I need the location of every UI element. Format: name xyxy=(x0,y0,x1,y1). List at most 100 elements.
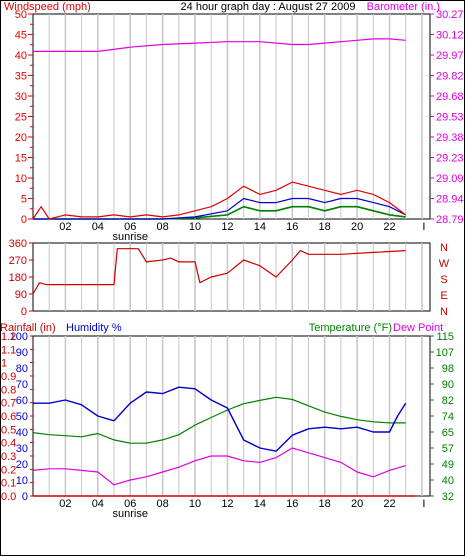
temp-y-tick: 90 xyxy=(442,379,454,391)
rain-y-tick: 1 xyxy=(1,358,7,370)
wind-y-tick: 15 xyxy=(15,153,27,165)
wind-y-tick: 20 xyxy=(15,132,27,144)
humidity-y-tick: 100 xyxy=(10,331,28,343)
wind-direction-line xyxy=(32,248,406,295)
wind-y-tick: 25 xyxy=(15,112,27,124)
direction-y-tick: 180 xyxy=(9,272,27,284)
rain-y-tick: 0.8 xyxy=(1,384,16,396)
temp-y-tick: 82 xyxy=(442,395,454,407)
compass-label: N xyxy=(440,306,448,318)
humidity-panel-x-tick: 10 xyxy=(189,498,201,510)
baro-y-tick: 29.38 xyxy=(436,132,464,144)
rain-y-tick: 1.2 xyxy=(1,331,16,343)
humidity-panel-x-tick: 14 xyxy=(254,498,266,510)
baro-y-tick: 28.94 xyxy=(436,194,464,206)
humidity-panel-x-tick: 06 xyxy=(124,498,136,510)
rain-y-tick: 0.5 xyxy=(1,424,16,436)
baro-y-tick: 28.79 xyxy=(436,214,464,226)
temp-y-tick: 40 xyxy=(442,475,454,487)
rain-y-tick: 0.4 xyxy=(1,438,16,450)
humidity-panel-x-tick: 08 xyxy=(157,498,169,510)
wind-y-tick: 5 xyxy=(21,194,27,206)
baro-y-tick: 29.82 xyxy=(436,71,464,83)
baro-y-tick: 30.12 xyxy=(436,30,464,42)
rain-y-tick: 0.7 xyxy=(1,398,16,410)
temp-y-tick: 57 xyxy=(442,443,454,455)
baro-y-tick: 29.97 xyxy=(436,50,464,62)
chart-title: 24 hour graph day : August 27 2009 xyxy=(181,1,356,13)
temperature-line xyxy=(32,396,406,444)
wind-panel-x-tick-end: I xyxy=(422,221,425,233)
baro-y-tick: 29.53 xyxy=(436,112,464,124)
temp-y-tick: 65 xyxy=(442,427,454,439)
humidity-panel-x-tick: 16 xyxy=(286,498,298,510)
baro-y-tick: 30.27 xyxy=(436,9,464,21)
rain-y-tick: 0.6 xyxy=(1,411,16,423)
humidity-panel-x-tick: 20 xyxy=(351,498,363,510)
dewpoint-line xyxy=(32,447,406,486)
humidity-y-tick: 20 xyxy=(16,459,28,471)
humidity-y-tick: 70 xyxy=(16,379,28,391)
humidity-y-tick: 10 xyxy=(16,475,28,487)
humidity-label: Humidity % xyxy=(66,322,122,334)
wind-y-tick: 10 xyxy=(15,173,27,185)
rain-y-tick: 0.0 xyxy=(1,491,16,503)
windspeed-line xyxy=(32,181,407,220)
wind-panel-x-tick: 18 xyxy=(319,221,331,233)
wind-y-tick: 40 xyxy=(15,50,27,62)
humidity-panel-x-tick: 02 xyxy=(59,498,71,510)
humidity-y-tick: 50 xyxy=(16,411,28,423)
wind-panel-x-tick: 14 xyxy=(254,221,266,233)
temp-y-tick: 32 xyxy=(442,491,454,503)
rainfall-label: Rainfall (in) xyxy=(0,322,56,334)
humidity-panel-x-tick-end: I xyxy=(422,498,425,510)
wind-panel-x-tick: 16 xyxy=(286,221,298,233)
barometer-label: Barometer (in.) xyxy=(367,1,440,13)
humidity-panel-x-tick: 12 xyxy=(221,498,233,510)
compass-label: N xyxy=(440,242,448,254)
temp-y-tick: 107 xyxy=(436,347,454,359)
baro-y-tick: 29.23 xyxy=(436,153,464,165)
direction-y-tick: 90 xyxy=(15,289,27,301)
humidity-y-tick: 40 xyxy=(16,427,28,439)
humidity-y-tick: 60 xyxy=(16,395,28,407)
wind-panel-x-tick: 20 xyxy=(351,221,363,233)
humidity-y-tick: 90 xyxy=(16,347,28,359)
direction-y-tick: 270 xyxy=(9,255,27,267)
temp-y-tick: 74 xyxy=(442,411,454,423)
humidity-y-tick: 80 xyxy=(16,363,28,375)
humidity-y-tick: 30 xyxy=(16,443,28,455)
temperature-label: Temperature (°F) xyxy=(309,322,392,334)
wind-y-tick: 45 xyxy=(15,30,27,42)
wind-panel-x-tick: 04 xyxy=(92,221,104,233)
baro-y-tick: 29.09 xyxy=(436,173,464,185)
baro-y-tick: 29.68 xyxy=(436,91,464,103)
wind-panel-x-tick: 02 xyxy=(59,221,71,233)
wind-y-tick: 35 xyxy=(15,71,27,83)
rain-y-tick: 0.3 xyxy=(1,451,16,463)
wind-y-tick: 50 xyxy=(15,9,27,21)
wind-y-tick: 0 xyxy=(21,214,27,226)
dewpoint-label: Dew Point xyxy=(393,322,443,334)
humidity-panel-x-tick: 04 xyxy=(92,498,104,510)
humidity-panel-x-tick: 18 xyxy=(319,498,331,510)
wind-panel-x-tick: 08 xyxy=(157,221,169,233)
humidity-y-tick: 0 xyxy=(22,491,28,503)
direction-panel-frame xyxy=(32,242,431,312)
rain-y-tick: 1.1 xyxy=(1,344,16,356)
wind-y-tick: 30 xyxy=(15,91,27,103)
temp-y-tick: 98 xyxy=(442,363,454,375)
wind-panel-x-tick: 12 xyxy=(221,221,233,233)
windspeed-label: Windspeed (mph) xyxy=(4,1,91,13)
humidity-line xyxy=(33,386,407,452)
humidity-panel-sunrise-label: sunrise xyxy=(112,508,147,520)
wind-panel-x-tick: 22 xyxy=(383,221,395,233)
rain-y-tick: 0.9 xyxy=(1,371,16,383)
rain-y-tick: 0.1 xyxy=(1,478,16,490)
wind-panel-x-tick: 10 xyxy=(189,221,201,233)
wind-blue-line xyxy=(33,197,406,220)
wind-panel-frame xyxy=(32,13,431,220)
compass-label: W xyxy=(439,258,450,270)
